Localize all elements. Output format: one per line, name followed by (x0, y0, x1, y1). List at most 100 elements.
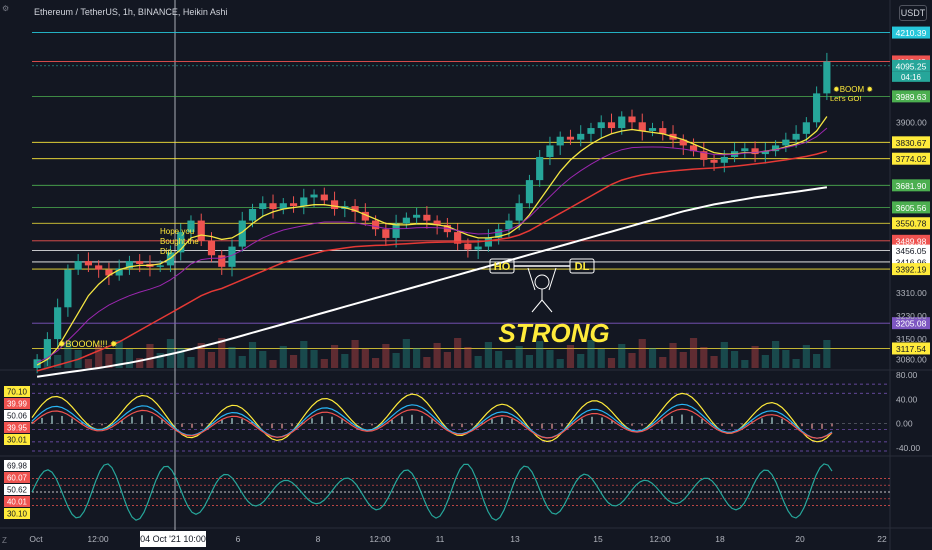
candle-body (495, 229, 503, 238)
x-tick-label: 8 (316, 534, 321, 544)
volume-bar (546, 350, 554, 368)
volume-bar (64, 341, 72, 368)
candle-body (95, 265, 103, 270)
volume-bar (351, 340, 359, 368)
candle-body (54, 307, 62, 340)
price-level-label: 3989.63 (896, 92, 927, 102)
price-level-label: 3550.78 (896, 219, 927, 229)
candle-body (84, 261, 92, 266)
y-tick-label: 3900.00 (896, 117, 927, 127)
candle-body (474, 246, 482, 250)
sto-left-label: 60.07 (7, 474, 28, 483)
candle-body (536, 156, 544, 181)
candle-body (43, 339, 51, 360)
price-level-label: 4095.25 (896, 61, 927, 71)
candle-body (802, 122, 810, 134)
volume-bar (484, 342, 492, 368)
x-tick-label: 12:00 (87, 534, 109, 544)
gear-icon[interactable]: ⚙ (2, 4, 10, 13)
volume-bar (361, 349, 369, 368)
z-icon[interactable]: Z (2, 536, 7, 545)
osc-y-tick: 80.00 (896, 370, 918, 380)
candle-body (382, 229, 390, 238)
candle-body (792, 133, 800, 140)
candle-body (207, 240, 216, 256)
candle-body (689, 145, 698, 152)
volume-bar (536, 341, 544, 368)
volume-bar (341, 354, 349, 368)
candle-body (423, 214, 431, 221)
candle-body (823, 61, 831, 94)
volume-bar (720, 342, 728, 368)
volume-bar (669, 343, 677, 368)
candle-body (566, 136, 575, 140)
volume-bar (802, 345, 810, 368)
volume-bar (228, 347, 236, 368)
candle-body (310, 194, 318, 198)
lifter-leg (541, 299, 553, 313)
volume-bar (464, 347, 472, 368)
candle-body (228, 246, 236, 267)
volume-bar (43, 346, 51, 368)
candle-body (587, 128, 595, 134)
volume-bar (187, 357, 195, 368)
volume-bar (823, 340, 831, 368)
volume-bar (238, 356, 246, 368)
x-tick-label: 6 (236, 534, 241, 544)
volume-bar (259, 351, 267, 368)
candle-body (125, 261, 134, 269)
hope-annotation-line1: Hope you (160, 227, 194, 236)
currency-button[interactable]: USDT (899, 5, 927, 21)
price-level-label-bg (892, 244, 930, 257)
candle-body (525, 180, 534, 204)
volume-bar (689, 338, 698, 368)
osc-y-tick: 40.00 (896, 394, 918, 404)
candle-body (741, 148, 749, 152)
volume-bar (248, 342, 257, 368)
lifter-arm (548, 267, 557, 291)
price-level-label-bg (892, 217, 930, 230)
x-tick-label: Oct (29, 534, 43, 544)
candle-body (320, 194, 328, 201)
volume-bar (607, 358, 616, 368)
lifter-head (534, 274, 550, 290)
x-tick-label: 11 (436, 534, 445, 544)
y-tick-label: 3080.00 (896, 354, 927, 364)
osc-left-label: 50.06 (7, 412, 28, 421)
ma-purple-line (36, 127, 828, 363)
volume-bar (495, 351, 503, 368)
price-level-label-bg (892, 179, 930, 192)
y-tick-label: 3230.00 (896, 311, 927, 321)
volume-bar (125, 349, 134, 368)
volume-bar (402, 339, 410, 368)
volume-bar (105, 354, 113, 368)
candle-body (782, 139, 790, 146)
candle-body (115, 268, 123, 276)
lets-go-annotation: Let's GO! (830, 94, 861, 103)
price-level-label: 3489.98 (896, 236, 927, 246)
volume-bar (423, 357, 431, 368)
candle-body (330, 200, 339, 210)
osc-left-label: 39.99 (7, 400, 28, 409)
volume-bar (648, 348, 657, 368)
candle-body (413, 214, 421, 218)
volume-bar (628, 353, 636, 368)
osc-line-red (31, 408, 833, 439)
volume-bar (792, 359, 800, 368)
sto-left-label: 69.98 (7, 462, 28, 471)
candle-body (648, 128, 657, 131)
volume-bar (659, 357, 667, 368)
volume-bar (372, 358, 380, 368)
volume-bar (177, 348, 185, 368)
volume-bar (638, 339, 646, 368)
volume-bar (279, 346, 287, 368)
candle-body (74, 261, 82, 270)
x-tick-label: 12:00 (649, 534, 671, 544)
price-level-label-bg (892, 263, 930, 276)
candle-body (33, 359, 41, 368)
volume-bar (289, 355, 298, 368)
candle-body (638, 122, 646, 131)
candle-body (392, 223, 400, 238)
hope-annotation-line2: Bought the (160, 237, 199, 246)
